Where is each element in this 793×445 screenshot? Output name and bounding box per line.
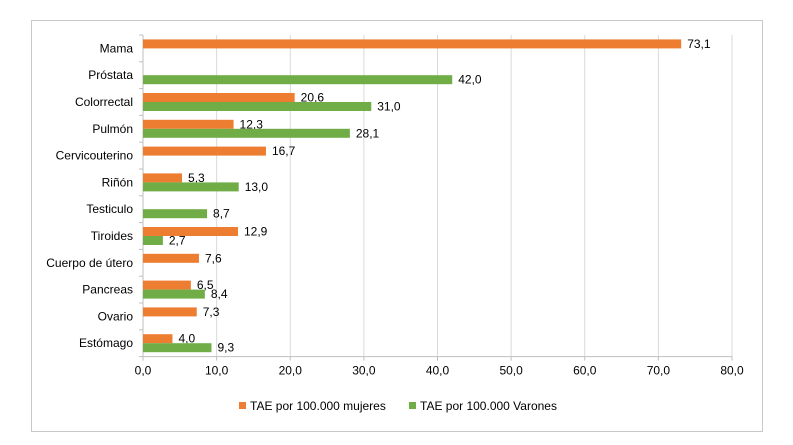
bar-chart: 0,0 10,0 20,0 30,0 40,0 50,0 60,0 70,0 80,0 Mama 7… xyxy=(46,34,744,413)
bar-varones-pulmon xyxy=(143,128,350,138)
legend-swatch-mujeres xyxy=(239,402,246,409)
value-label-mujeres-pulmon: 12,3 xyxy=(240,117,264,131)
bar-varones-estomago xyxy=(143,343,212,353)
category-label-ovario: Ovario xyxy=(98,309,134,323)
x-tick-label-70: 70,0 xyxy=(647,364,671,378)
value-label-mujeres-ovario: 7,3 xyxy=(203,305,220,319)
value-label-mujeres-estomago: 4,0 xyxy=(178,332,195,346)
value-label-mujeres-rinon: 5,3 xyxy=(188,171,205,185)
value-label-mujeres-mama: 73,1 xyxy=(687,37,711,51)
category-label-rinon: Riñón xyxy=(102,175,133,189)
x-tick-label-30: 30,0 xyxy=(352,364,376,378)
x-tick-label-20: 20,0 xyxy=(279,364,303,378)
value-label-mujeres-tiroides: 12,9 xyxy=(244,225,268,239)
chart-frame: 0,0 10,0 20,0 30,0 40,0 50,0 60,0 70,0 80,0 Mama 7… xyxy=(31,20,763,432)
category-label-pancreas: Pancreas xyxy=(82,283,133,297)
category-label-colorrectal: Colorrectal xyxy=(75,95,133,109)
category-label-cuerpo-de-utero: Cuerpo de útero xyxy=(46,256,133,270)
bar-varones-prostata xyxy=(143,75,453,85)
value-label-varones-testiculo: 8,7 xyxy=(213,207,230,221)
value-label-varones-colorrectal: 31,0 xyxy=(377,100,401,114)
x-tick-label-60: 60,0 xyxy=(573,364,597,378)
value-label-varones-pancreas: 8,4 xyxy=(211,287,228,301)
x-tick-label-0: 0,0 xyxy=(135,364,152,378)
value-label-mujeres-pancreas: 6,5 xyxy=(197,278,214,292)
bar-varones-pancreas xyxy=(143,289,205,299)
bar-varones-testiculo xyxy=(143,209,208,219)
bar-mujeres-pancreas xyxy=(143,280,191,290)
bar-mujeres-rinon xyxy=(143,173,183,183)
bar-varones-rinon xyxy=(143,182,239,192)
bar-mujeres-colorrectal xyxy=(143,93,295,102)
category-label-mama: Mama xyxy=(100,41,134,55)
x-tick-label-10: 10,0 xyxy=(205,364,229,378)
bar-mujeres-tiroides xyxy=(143,227,238,236)
x-tick-label-50: 50,0 xyxy=(499,364,523,378)
x-tick-label-40: 40,0 xyxy=(426,364,450,378)
category-label-tiroides: Tiroides xyxy=(91,229,133,243)
legend-swatch-varones xyxy=(409,402,416,409)
x-tick-label-80: 80,0 xyxy=(720,364,744,378)
category-label-testiculo: Testiculo xyxy=(86,202,133,216)
bar-mujeres-pulmon xyxy=(143,119,234,129)
value-label-mujeres-cervicouterino: 16,7 xyxy=(272,144,296,158)
category-label-prostata: Próstata xyxy=(88,68,133,82)
value-label-mujeres-cuerpo-de-utero: 7,6 xyxy=(205,251,222,265)
legend-label-mujeres: TAE por 100.000 mujeres xyxy=(250,399,386,413)
category-label-estomago: Estómago xyxy=(79,336,133,350)
value-label-varones-prostata: 42,0 xyxy=(458,73,482,87)
value-label-mujeres-colorrectal: 20,6 xyxy=(301,91,325,105)
category-label-cervicouterino: Cervicouterino xyxy=(56,149,134,163)
legend-label-varones: TAE por 100.000 Varones xyxy=(420,399,557,413)
value-label-varones-estomago: 9,3 xyxy=(217,341,234,355)
category-label-pulmon: Pulmón xyxy=(92,122,133,136)
value-label-varones-rinon: 13,0 xyxy=(245,180,269,194)
bar-varones-tiroides xyxy=(143,236,163,245)
bar-mujeres-estomago xyxy=(143,334,173,344)
bar-mujeres-cervicouterino xyxy=(143,146,266,156)
bar-varones-colorrectal xyxy=(143,102,372,111)
bar-mujeres-cuerpo-de-utero xyxy=(143,253,199,263)
bar-mujeres-mama xyxy=(143,39,682,49)
value-label-varones-tiroides: 2,7 xyxy=(169,234,186,248)
bar-mujeres-ovario xyxy=(143,307,197,317)
value-label-varones-pulmon: 28,1 xyxy=(356,126,380,140)
